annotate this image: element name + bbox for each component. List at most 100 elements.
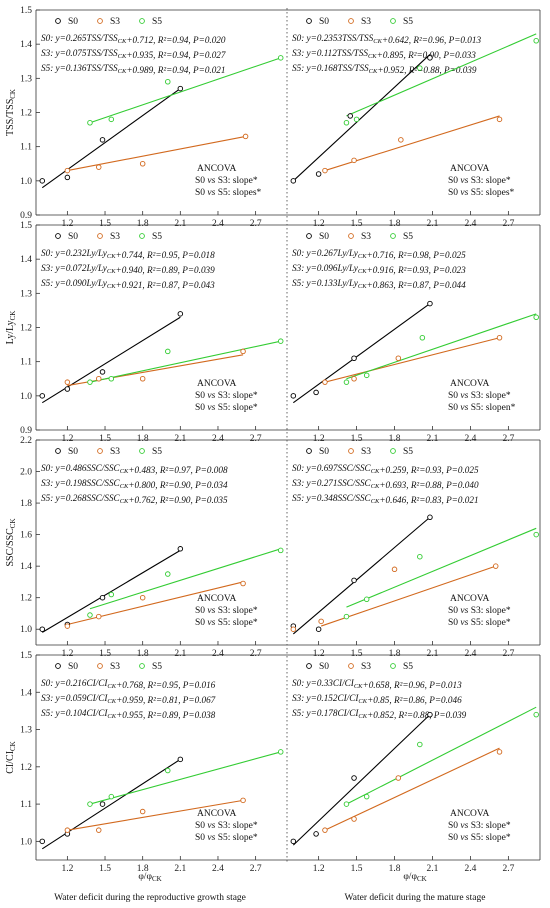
regression-equation-S5: S5: y=0.168TSS/TSSCK+0.952, R²=0.88, P=0… <box>292 63 477 75</box>
eq-subscript: CK <box>120 498 129 505</box>
eq-subscript: CK <box>107 698 116 705</box>
fit-line-S0 <box>41 758 181 850</box>
ancova-title: ANCOVA <box>450 379 490 389</box>
eq-subscript: CK <box>118 38 127 45</box>
fit-line-S5 <box>346 706 537 805</box>
x-tick-label: 1.5 <box>351 219 363 229</box>
legend-marker-S0 <box>55 18 61 24</box>
ancova-result: S0 vs S5: slope* <box>448 618 511 628</box>
legend-marker-S0 <box>55 448 61 454</box>
data-point-S3 <box>139 160 146 167</box>
legend-label-S3: S3 <box>361 17 371 27</box>
legend-marker-S3 <box>348 18 354 24</box>
data-point-S3 <box>322 379 328 385</box>
x-tick-label: 1.5 <box>99 864 111 874</box>
x-tick-label: 2.1 <box>174 649 186 659</box>
legend-label-S3: S3 <box>361 447 371 457</box>
legend-marker-S5 <box>390 663 396 669</box>
fit-line-S3 <box>67 135 246 172</box>
data-point-S0 <box>64 174 71 181</box>
y-tick-label: 2.2 <box>20 436 32 446</box>
panel-Ly-reproductive: 0.9 1.0 1.1 1.2 1.3 1.4 1.5 1.2 1.5 1.8 2.1 2.4 2.7 L… <box>5 221 287 444</box>
data-point-S0 <box>39 178 46 184</box>
x-axis-label-right: Water deficit during the mature stage <box>345 892 486 903</box>
x-tick-label: 2.7 <box>502 219 514 229</box>
data-point-S5 <box>87 119 93 126</box>
x-tick-label: 1.2 <box>313 434 325 444</box>
legend-label-S0: S0 <box>68 17 78 27</box>
data-point-S3 <box>95 376 102 382</box>
x-tick-label: 2.7 <box>250 434 262 444</box>
data-point-S3 <box>351 816 357 822</box>
eq-subscript: CK <box>358 283 367 290</box>
y-tick-label: 1.5 <box>20 651 32 661</box>
y-tick-label: 1.2 <box>20 324 32 334</box>
x-tick-label: 2.1 <box>427 219 439 229</box>
legend-label-S3: S3 <box>361 232 371 242</box>
data-point-S0 <box>99 801 106 807</box>
x-tick-label: 2.1 <box>427 434 439 444</box>
legend-label-S0: S0 <box>68 232 78 242</box>
data-point-S3 <box>240 580 246 587</box>
panel-Ly-mature: 1.2 1.5 1.8 2.1 2.4 2.7 S0 S3 S5 S0: y=0.267Ly/Ly… <box>287 224 541 444</box>
y-tick-label: 2.0 <box>20 468 32 478</box>
data-point-S0 <box>427 711 433 718</box>
legend-marker-S3 <box>348 233 354 239</box>
fit-line-S3 <box>67 799 244 831</box>
x-tick-label: 1.2 <box>61 649 73 659</box>
ancova-result: S0 vs S5: slopen* <box>448 403 516 413</box>
y-tick-label: 1.1 <box>20 358 32 368</box>
data-point-S0 <box>177 546 184 552</box>
data-point-S5 <box>363 793 370 800</box>
x-axis-symbol-right: φ/φCK <box>403 872 426 883</box>
data-point-S5 <box>87 612 93 618</box>
regression-equation-S3: S3: y=0.072Ly/LyCK+0.940, R²=0.89, P=0.0… <box>41 263 215 275</box>
data-point-S5 <box>108 116 115 123</box>
legend-label-S3: S3 <box>110 17 120 27</box>
eq-subscript: CK <box>358 253 367 260</box>
legend-marker-S0 <box>306 18 312 24</box>
y-axis-label: TSS/TSSCK <box>5 89 17 136</box>
x-tick-label: 2.7 <box>250 219 262 229</box>
x-tick-label: 2.1 <box>174 434 186 444</box>
x-tick-label: 2.4 <box>212 864 224 874</box>
eq-subscript: CK <box>358 713 367 720</box>
fit-line-S0 <box>292 714 431 846</box>
panel-CI-mature: 1.2 1.5 1.8 2.1 2.4 2.7 S0 S3 S5 S0: y=0.33CI/CIC… <box>287 654 541 874</box>
panel-CI-reproductive: 1.0 1.1 1.2 1.3 1.4 1.5 1.2 1.5 1.8 2.1 2.4 2.7 CI/C… <box>5 651 287 874</box>
data-point-S3 <box>496 335 503 341</box>
data-point-S0 <box>177 311 184 317</box>
data-point-S3 <box>95 613 102 620</box>
data-point-S5 <box>343 119 350 126</box>
ancova-result: S0 vs S3: slope* <box>195 176 258 186</box>
eq-subscript: CK <box>107 713 116 720</box>
legend-label-S3: S3 <box>110 447 120 457</box>
regression-equation-S5: S5: y=0.178CI/CICK+0.852, R²=0.88, P=0.0… <box>292 708 467 720</box>
data-point-S0 <box>177 756 184 763</box>
legend-marker-S3 <box>97 448 103 454</box>
ancova-result: S0 vs S3: slope* <box>448 606 511 616</box>
x-tick-label: 2.4 <box>464 649 476 659</box>
legend-label-S5: S5 <box>152 17 162 27</box>
fit-line-S0 <box>292 516 431 635</box>
y-axis-label: Ly/LyCK <box>5 311 17 345</box>
legend-label-S5: S5 <box>403 17 413 27</box>
y-tick-label: 1.1 <box>20 800 32 810</box>
data-point-S5 <box>533 38 539 44</box>
regression-equation-S0: S0: y=0.265TSS/TSSCK+0.712, R²=0.94, P=0… <box>41 33 226 45</box>
regression-equation-S3: S3: y=0.152CI/CICK+0.85, R²=0.86, P=0.04… <box>292 693 462 705</box>
data-point-S0 <box>427 300 433 307</box>
regression-equation-S0: S0: y=0.216CI/CICK+0.768, R²=0.95, P=0.0… <box>41 678 216 690</box>
x-tick-label: 1.8 <box>137 434 149 444</box>
regression-equation-S3: S3: y=0.198SSC/SSCCK+0.800, R²=0.90, P=0… <box>41 478 228 490</box>
eq-subscript: CK <box>107 253 116 260</box>
regression-equation-S3: S3: y=0.271SSC/SSCCK+0.693, R²=0.88, P=0… <box>292 478 479 490</box>
legend-label-S0: S0 <box>68 662 78 672</box>
legend-marker-S5 <box>139 233 145 239</box>
data-point-S5 <box>363 372 370 379</box>
regression-equation-S5: S5: y=0.136TSS/TSSCK+0.989, R²=0.94, P=0… <box>41 63 226 75</box>
data-point-S3 <box>391 566 398 573</box>
regression-equation-S0: S0: y=0.232Ly/LyCK+0.744, R²=0.95, P=0.0… <box>41 248 215 260</box>
fit-line-S5 <box>89 57 281 124</box>
